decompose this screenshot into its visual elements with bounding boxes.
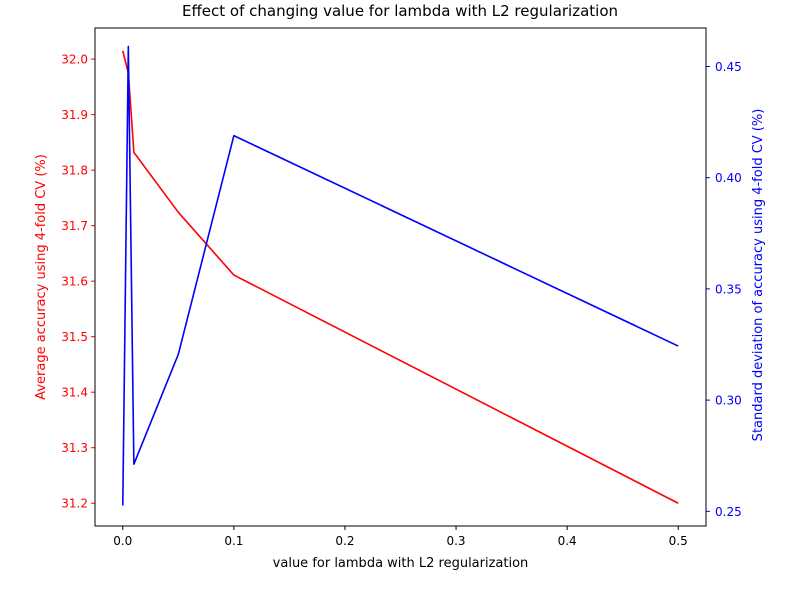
left-y-tick-label: 31.9 (61, 108, 88, 122)
left-y-tick-label: 32.0 (61, 53, 88, 67)
left-y-tick-label: 31.5 (61, 330, 88, 344)
chart-title: Effect of changing value for lambda with… (182, 2, 618, 20)
x-axis-ticks: 0.0 0.1 0.2 0.3 0.4 0.5 (113, 526, 688, 548)
left-y-tick-label: 31.6 (61, 275, 88, 289)
right-y-tick-label: 0.25 (715, 505, 742, 519)
x-axis-label: value for lambda with L2 regularization (273, 556, 529, 571)
right-y-tick-label: 0.35 (715, 282, 742, 296)
x-tick-label: 0.3 (446, 534, 465, 548)
left-y-tick-label: 31.4 (61, 386, 88, 400)
x-tick-label: 0.0 (113, 534, 132, 548)
left-y-tick-label: 31.3 (61, 441, 88, 455)
x-tick-label: 0.4 (558, 534, 577, 548)
x-tick-label: 0.5 (669, 534, 688, 548)
left-y-tick-label: 31.2 (61, 497, 88, 511)
accuracy-std-line (121, 45, 679, 506)
right-y-axis-ticks: 0.25 0.30 0.35 0.40 0.45 (706, 60, 742, 519)
left-y-axis-ticks: 31.2 31.3 31.4 31.5 31.6 31.7 31.8 31.9 32.0 (61, 53, 95, 511)
left-y-tick-label: 31.7 (61, 219, 88, 233)
right-y-tick-label: 0.45 (715, 60, 742, 74)
right-y-tick-label: 0.30 (715, 394, 742, 408)
x-tick-label: 0.2 (335, 534, 354, 548)
left-y-tick-label: 31.8 (61, 164, 88, 178)
right-y-tick-label: 0.40 (715, 171, 742, 185)
right-y-axis-label: Standard deviation of accuracy using 4-f… (751, 109, 766, 442)
series-layer (121, 45, 679, 506)
left-y-axis-label: Average accuracy using 4-fold CV (%) (34, 154, 49, 400)
x-tick-label: 0.1 (224, 534, 243, 548)
plot-frame (94, 27, 707, 527)
